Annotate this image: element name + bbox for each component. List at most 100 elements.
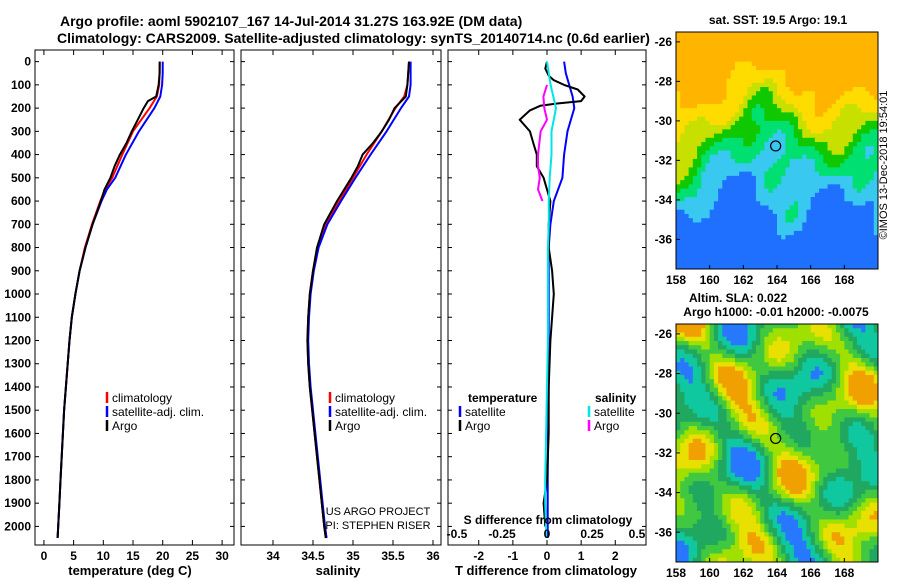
map-cell [810,472,816,478]
map-cell [814,61,820,67]
map-cell [861,387,866,393]
map-cell [835,264,841,269]
map-cell [814,247,820,253]
map-cell [819,32,824,37]
map-cell [768,256,774,262]
map-cell [751,434,757,440]
map-cell [680,184,686,190]
map-cell [852,61,858,67]
map-cell [831,57,837,63]
map-cell [701,197,707,202]
map-cell [781,243,787,249]
map-cell [734,455,740,461]
map-cell [806,82,812,88]
map-cell [848,400,854,406]
map-cell [814,464,820,470]
map-cell [793,150,799,156]
map-cell [764,205,770,211]
map-cell [869,82,875,88]
map-cell [751,438,757,444]
map-cell [785,472,791,478]
map-cell [697,205,702,211]
map-cell [692,485,698,491]
map-cell [819,235,824,240]
map-cell [755,103,761,109]
map-cell [798,498,803,504]
x-tick-label: 25 [186,549,200,563]
map-cell [793,434,799,440]
map-cell [734,366,740,372]
map-cell [743,154,749,160]
legend-label: satellite [465,405,506,419]
map-cell [785,175,791,181]
map-cell [697,201,702,207]
map-cell [709,366,715,372]
map-cell [823,213,829,219]
map-cell [848,78,854,84]
map-cell [751,133,757,139]
map-cell [823,175,829,181]
map-cell [785,443,791,448]
map-cell [751,36,757,42]
map-cell [831,421,837,427]
map-cell [705,239,711,245]
map-cell [810,53,816,58]
map-cell [701,353,707,359]
map-cell [840,70,845,75]
map-cell [806,197,812,202]
map-cell [810,358,816,363]
map-cell [781,218,787,224]
map-cell [739,163,744,169]
map-cell [798,252,803,257]
map-cell [793,171,799,177]
map-cell [701,264,707,269]
map-cell [709,260,715,266]
map-cell [680,74,686,80]
map-cell [751,460,757,465]
map-cell [705,230,711,236]
map-cell [856,218,862,224]
map-cell [789,167,795,173]
map-cell [869,451,875,457]
map-cell [823,481,829,487]
map-cell [718,421,723,427]
map-cell [810,341,816,346]
map-cell [718,133,723,139]
map-cell [831,125,837,130]
map-cell [730,184,736,190]
map-cell [726,260,732,266]
map-cell [755,158,761,164]
map-cell [713,370,719,376]
map-cell [802,192,808,198]
map-cell [743,32,749,37]
map-cell [819,201,824,207]
map-cell [697,154,702,160]
map-cell [768,154,774,160]
x-tick-label: 20 [156,549,170,563]
map-cell [873,349,878,355]
map-cell [806,171,812,177]
map-cell [688,61,694,67]
map-cell [722,99,728,105]
map-cell [777,383,782,389]
map-cell [680,336,686,342]
map-cell [772,481,778,487]
map-cell [861,209,866,215]
map-cell [856,494,862,499]
map-cell [789,53,795,58]
map-cell [861,239,866,245]
map-cell [789,472,795,478]
map-cell [734,387,740,393]
map-cell [722,95,728,101]
map-cell [755,460,761,465]
depth-tick-label: 200 [11,101,31,115]
map-cell [793,36,799,42]
map-cell [831,65,837,71]
map-cell [865,57,871,63]
map-cell [701,477,707,482]
map-cell [865,460,871,465]
map-cell [823,252,829,257]
map-cell [739,70,744,75]
map-cell [835,82,841,88]
map-cell [840,137,845,143]
